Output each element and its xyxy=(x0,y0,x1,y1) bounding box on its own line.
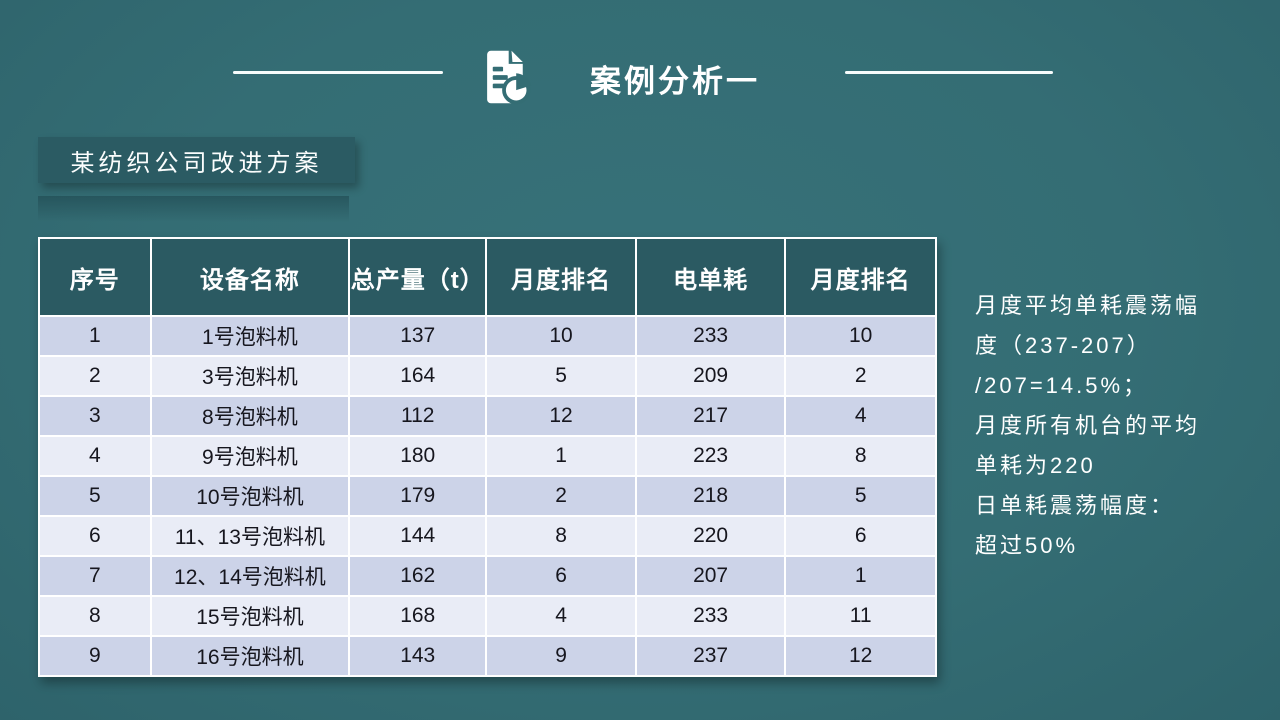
table-cell: 8 xyxy=(485,515,637,557)
table-cell: 5 xyxy=(38,475,152,517)
table-cell: 2 xyxy=(784,355,937,397)
table-cell: 8号泡料机 xyxy=(149,395,351,437)
table-cell: 7 xyxy=(38,555,152,597)
col-header-power-unit-usage: 电单耗 xyxy=(634,237,787,317)
equipment-table: 序号 设备名称 总产量（t） 月度排名 电单耗 月度排名 1 1号泡料机 137 10… xyxy=(38,237,937,677)
table-cell: 15号泡料机 xyxy=(149,595,351,637)
col-header-equipment-name: 设备名称 xyxy=(149,237,351,317)
table-cell: 5 xyxy=(485,355,637,397)
table-row: 3 8号泡料机 112 12 217 4 xyxy=(38,395,937,437)
title-decor-line-left xyxy=(233,71,443,74)
table-row: 6 11、13号泡料机 144 8 220 6 xyxy=(38,515,937,557)
table-cell: 143 xyxy=(348,635,488,677)
table-cell: 112 xyxy=(348,395,488,437)
table-cell: 12 xyxy=(485,395,637,437)
table-cell: 5 xyxy=(784,475,937,517)
table-cell: 168 xyxy=(348,595,488,637)
notes-line: 度（237-207） xyxy=(975,333,1152,358)
table-cell: 1 xyxy=(485,435,637,477)
notes-line: 日单耗震荡幅度： xyxy=(975,493,1176,518)
table-cell: 144 xyxy=(348,515,488,557)
table-cell: 220 xyxy=(634,515,787,557)
table-cell: 3 xyxy=(38,395,152,437)
notes-line: 超过50% xyxy=(975,533,1079,558)
table-cell: 10号泡料机 xyxy=(149,475,351,517)
table-cell: 218 xyxy=(634,475,787,517)
table-cell: 1 xyxy=(784,555,937,597)
table-cell: 4 xyxy=(38,435,152,477)
table-cell: 9 xyxy=(485,635,637,677)
table-cell: 164 xyxy=(348,355,488,397)
title-decor-line-right xyxy=(845,71,1053,74)
table-cell: 233 xyxy=(634,315,787,357)
table-cell: 233 xyxy=(634,595,787,637)
table-cell: 2 xyxy=(38,355,152,397)
table-row: 8 15号泡料机 168 4 233 11 xyxy=(38,595,937,637)
notes-block: 月度平均单耗震荡幅 度（237-207） /207=14.5%； 月度所有机台的平均单… xyxy=(975,286,1275,566)
table-row: 9 16号泡料机 143 9 237 12 xyxy=(38,635,937,677)
col-header-total-output: 总产量（t） xyxy=(348,237,488,317)
table-cell: 3号泡料机 xyxy=(149,355,351,397)
table-cell: 223 xyxy=(634,435,787,477)
table-cell: 4 xyxy=(784,395,937,437)
table-row: 5 10号泡料机 179 2 218 5 xyxy=(38,475,937,517)
subtitle-box: 某纺织公司改进方案 xyxy=(38,137,355,183)
col-header-monthly-rank-1: 月度排名 xyxy=(485,237,637,317)
table-cell: 4 xyxy=(485,595,637,637)
table-cell: 16号泡料机 xyxy=(149,635,351,677)
table-cell: 10 xyxy=(485,315,637,357)
table-row: 4 9号泡料机 180 1 223 8 xyxy=(38,435,937,477)
table-cell: 1号泡料机 xyxy=(149,315,351,357)
table-cell: 6 xyxy=(38,515,152,557)
notes-line: /207=14.5%； xyxy=(975,373,1149,398)
table-cell: 207 xyxy=(634,555,787,597)
table-cell: 8 xyxy=(38,595,152,637)
table-cell: 10 xyxy=(784,315,937,357)
table-cell: 12、14号泡料机 xyxy=(149,555,351,597)
table-cell: 9号泡料机 xyxy=(149,435,351,477)
table-header-row: 序号 设备名称 总产量（t） 月度排名 电单耗 月度排名 xyxy=(38,237,937,317)
table-cell: 237 xyxy=(634,635,787,677)
table-row: 7 12、14号泡料机 162 6 207 1 xyxy=(38,555,937,597)
table-cell: 179 xyxy=(348,475,488,517)
table-cell: 12 xyxy=(784,635,937,677)
table-row: 2 3号泡料机 164 5 209 2 xyxy=(38,355,937,397)
table-cell: 11、13号泡料机 xyxy=(149,515,351,557)
table-cell: 8 xyxy=(784,435,937,477)
table-cell: 180 xyxy=(348,435,488,477)
table-cell: 6 xyxy=(784,515,937,557)
notes-line: 单耗为220 xyxy=(975,453,1096,478)
table-cell: 137 xyxy=(348,315,488,357)
table-cell: 11 xyxy=(784,595,937,637)
notes-line: 月度平均单耗震荡幅 xyxy=(975,293,1201,318)
col-header-index: 序号 xyxy=(38,237,152,317)
notes-line: 月度所有机台的平均 xyxy=(975,413,1201,438)
table-row: 1 1号泡料机 137 10 233 10 xyxy=(38,315,937,357)
subtitle-label: 某纺织公司改进方案 xyxy=(70,149,323,177)
table-body: 1 1号泡料机 137 10 233 10 2 3号泡料机 164 5 209 2 3 8号泡料机 112 1… xyxy=(38,315,937,677)
table-cell: 6 xyxy=(485,555,637,597)
page-title: 案例分析一 xyxy=(590,64,760,99)
table-cell: 1 xyxy=(38,315,152,357)
document-pie-chart-icon xyxy=(474,46,534,108)
table-cell: 2 xyxy=(485,475,637,517)
table-cell: 9 xyxy=(38,635,152,677)
table-cell: 209 xyxy=(634,355,787,397)
subtitle-echo-decoration xyxy=(38,196,349,222)
table-cell: 162 xyxy=(348,555,488,597)
table-cell: 217 xyxy=(634,395,787,437)
col-header-monthly-rank-2: 月度排名 xyxy=(784,237,937,317)
